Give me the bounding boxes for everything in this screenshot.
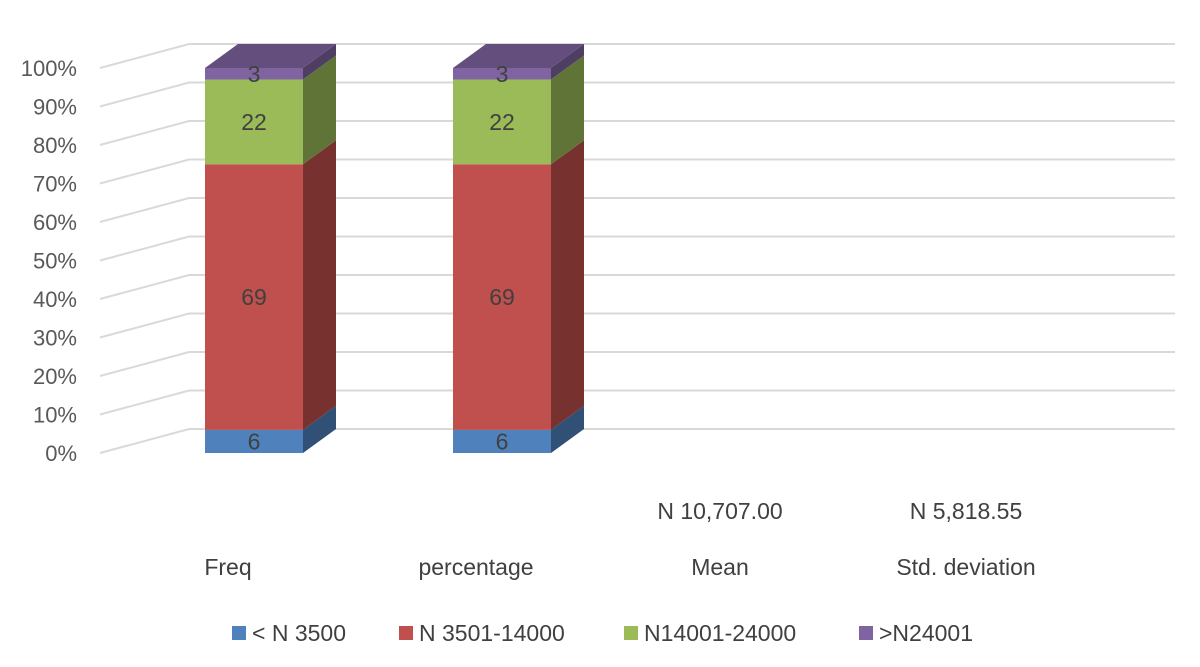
data-label: 3 — [248, 61, 261, 87]
gridline — [99, 120, 1175, 146]
legend-swatch — [399, 626, 413, 640]
data-label: 69 — [489, 284, 515, 310]
gridline — [99, 197, 1175, 223]
y-tick-label: 40% — [33, 287, 77, 312]
bar-side-face — [303, 55, 336, 165]
gridline — [99, 312, 1175, 339]
category-value-label: N 5,818.55 — [910, 498, 1023, 524]
bar-stack: 6 69 22 3 — [453, 44, 584, 454]
legend-item: N14001-24000 — [624, 620, 796, 646]
legend-label: < N 3500 — [252, 620, 346, 646]
y-tick-label: 0% — [45, 441, 77, 466]
x-category-label: Freq — [204, 554, 251, 580]
legend-item: < N 3500 — [232, 620, 346, 646]
x-category-label: Std. deviation — [896, 554, 1035, 580]
bar-segment — [205, 68, 303, 80]
data-label: 69 — [241, 284, 267, 310]
legend-swatch — [859, 626, 873, 640]
x-category-label: Mean — [691, 554, 749, 580]
bar-segment — [453, 164, 551, 430]
data-label: 6 — [248, 428, 261, 454]
y-tick-label: 100% — [21, 56, 77, 81]
bar-segment — [205, 429, 303, 453]
gridline — [99, 428, 1175, 454]
bar-segment — [453, 68, 551, 80]
bar-segment — [205, 164, 303, 430]
gridline — [99, 43, 1175, 69]
legend-swatch — [232, 626, 246, 640]
x-category-label: percentage — [418, 554, 533, 580]
gridline — [99, 274, 1175, 300]
bar-top-face — [205, 44, 336, 68]
legend-label: N 3501-14000 — [419, 620, 565, 646]
bar-stack: 6 69 22 3 — [205, 44, 336, 454]
legend-swatch — [624, 626, 638, 640]
bar-segment — [205, 79, 303, 165]
legend-item: >N24001 — [859, 620, 973, 646]
gridline — [99, 389, 1175, 416]
legend-label: >N24001 — [879, 620, 973, 646]
y-tick-label: 30% — [33, 326, 77, 351]
legend-item: N 3501-14000 — [399, 620, 565, 646]
bar-segment — [453, 79, 551, 165]
bar-side-face — [551, 405, 584, 453]
bar-top-face — [453, 44, 584, 68]
bar-side-face — [303, 44, 336, 80]
bar-side-face — [551, 55, 584, 165]
gridline — [99, 158, 1175, 185]
gridline — [99, 351, 1175, 377]
bar-side-face — [551, 140, 584, 430]
data-label: 22 — [489, 109, 515, 135]
bar-segment — [453, 429, 551, 453]
gridline — [99, 235, 1175, 262]
category-value-label: N 10,707.00 — [657, 498, 782, 524]
y-tick-label: 70% — [33, 172, 77, 197]
y-tick-label: 80% — [33, 133, 77, 158]
bar-side-face — [303, 405, 336, 453]
y-tick-label: 60% — [33, 210, 77, 235]
y-tick-label: 50% — [33, 249, 77, 274]
data-label: 3 — [496, 61, 509, 87]
bar-side-face — [551, 44, 584, 80]
data-label: 6 — [496, 428, 509, 454]
gridline — [99, 81, 1175, 108]
bar-side-face — [303, 140, 336, 430]
data-label: 22 — [241, 109, 267, 135]
y-tick-label: 20% — [33, 364, 77, 389]
y-tick-label: 90% — [33, 95, 77, 120]
legend-label: N14001-24000 — [644, 620, 796, 646]
y-tick-label: 10% — [33, 403, 77, 428]
